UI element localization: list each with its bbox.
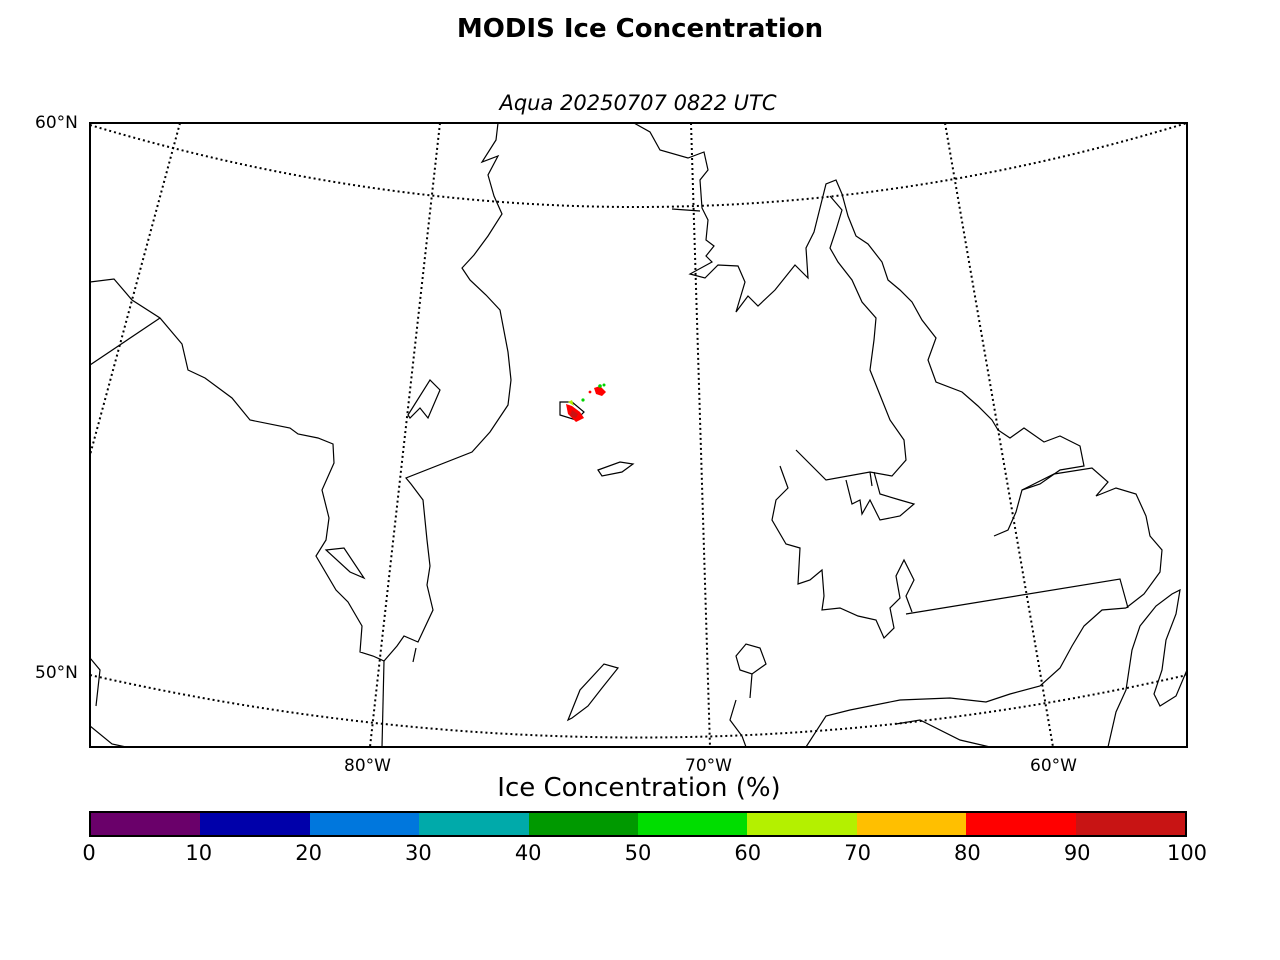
coastlines: [90, 123, 1187, 747]
chart-title: MODIS Ice Concentration: [456, 14, 824, 44]
lon-label-80w: 80°W: [344, 756, 391, 776]
ice-detections: [566, 383, 606, 422]
chart-subtitle: Aqua 20250707 0822 UTC: [499, 91, 777, 115]
ice-point-1: [598, 384, 602, 388]
colorbar-tick-label: 0: [82, 841, 96, 865]
lon-label-60w: 60°W: [1030, 756, 1077, 776]
colorbar-label: Ice Concentration (%): [497, 773, 781, 803]
lon-label-70w: 70°W: [685, 756, 732, 776]
colorbar-segment-9: [1075, 813, 1186, 835]
colorbar-tick-label: 50: [624, 841, 652, 865]
colorbar: [89, 811, 1187, 837]
colorbar-tick-label: 30: [405, 841, 432, 865]
ice-point-2: [602, 383, 606, 387]
colorbar-tick-label: 90: [1063, 841, 1091, 865]
longitude-line-85w: [90, 123, 181, 456]
colorbar-tick-label: 40: [514, 841, 542, 865]
lat-label-50n: 50°N: [35, 663, 78, 683]
longitude-line-70w: [690, 123, 711, 747]
map-frame: [89, 122, 1188, 748]
ice-point-3: [581, 398, 585, 402]
colorbar-segment-2: [309, 813, 420, 835]
ice-patch-edge: [570, 410, 578, 418]
colorbar-segment-7: [856, 813, 967, 835]
colorbar-segment-1: [200, 813, 310, 835]
ice-patch-low: [568, 400, 574, 406]
lat-label-60n: 60°N: [35, 113, 78, 133]
ice-point-4: [588, 390, 592, 394]
colorbar-segment-6: [747, 813, 857, 835]
latitude-line-60n: [90, 123, 1187, 208]
colorbar-tick-label: 20: [295, 841, 322, 865]
colorbar-tick-label: 60: [734, 841, 762, 865]
longitude-line-80w: [369, 123, 441, 747]
longitude-line-60w: [944, 123, 1054, 747]
colorbar-tick-label: 70: [844, 841, 871, 865]
colorbar-segment-4: [528, 813, 639, 835]
latitude-line-50n: [90, 674, 1187, 739]
colorbar-tick-label: 80: [954, 841, 981, 865]
colorbar-segment-0: [91, 813, 201, 835]
colorbar-segment-3: [419, 813, 529, 835]
colorbar-tick-label: 100: [1166, 841, 1208, 865]
colorbar-segment-5: [638, 813, 748, 835]
colorbar-tick-label: 10: [185, 841, 213, 865]
colorbar-segment-8: [966, 813, 1076, 835]
graticule: [90, 123, 1187, 747]
ice-patch-north: [594, 386, 606, 396]
